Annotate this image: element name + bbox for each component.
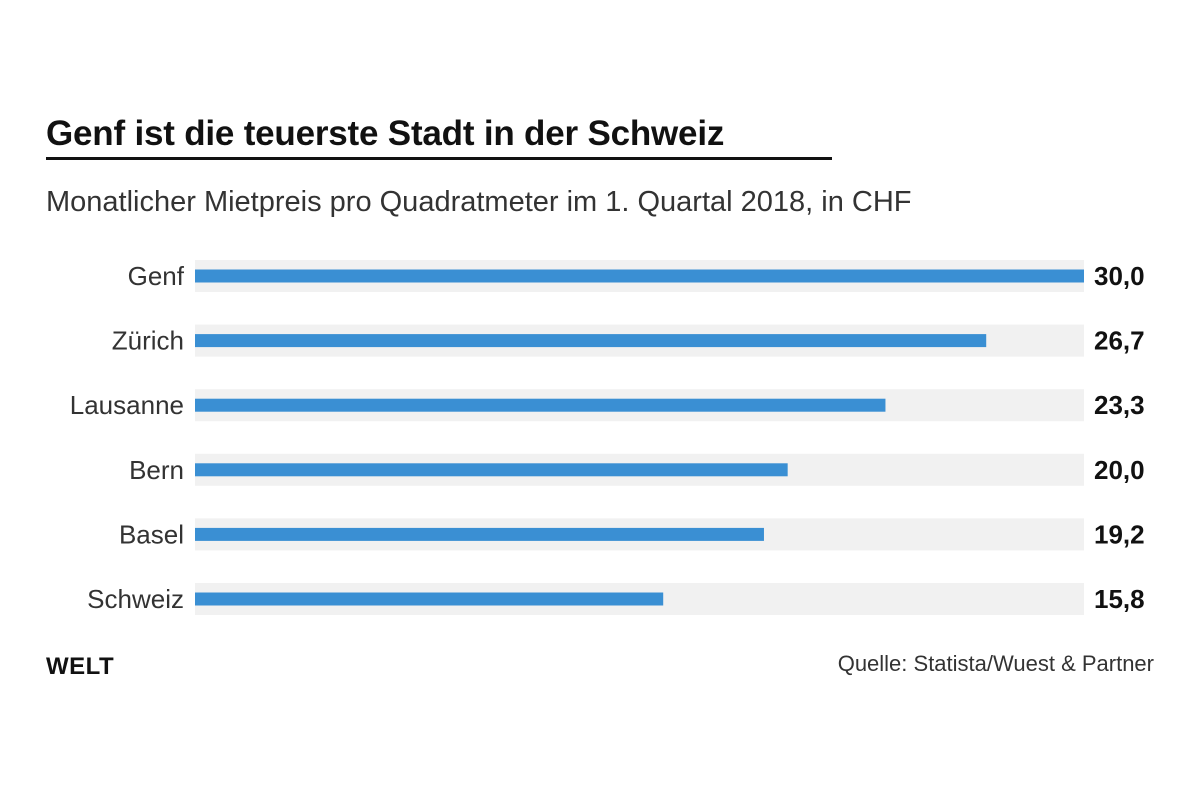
category-label: Bern	[129, 455, 184, 485]
bar	[195, 527, 764, 541]
category-label: Genf	[128, 261, 185, 291]
bar	[195, 334, 987, 348]
title-underline	[46, 157, 832, 160]
value-label: 23,3	[1094, 390, 1145, 420]
value-label: 15,8	[1094, 584, 1145, 614]
category-label: Lausanne	[70, 390, 184, 420]
value-label: 26,7	[1094, 326, 1145, 356]
category-label: Basel	[119, 519, 184, 549]
bar	[195, 398, 886, 412]
source-note: Quelle: Statista/Wuest & Partner	[837, 651, 1154, 676]
category-label: Zürich	[112, 326, 184, 356]
bar	[195, 592, 664, 606]
chart-title: Genf ist die teuerste Stadt in der Schwe…	[46, 114, 725, 153]
value-label: 30,0	[1094, 261, 1145, 291]
chart-subtitle: Monatlicher Mietpreis pro Quadratmeter i…	[46, 186, 912, 218]
bar	[195, 463, 788, 477]
welt-logo: WELT	[46, 653, 115, 680]
value-label: 19,2	[1094, 519, 1145, 549]
bar	[195, 269, 1084, 283]
value-label: 20,0	[1094, 455, 1145, 485]
category-label: Schweiz	[87, 584, 184, 614]
